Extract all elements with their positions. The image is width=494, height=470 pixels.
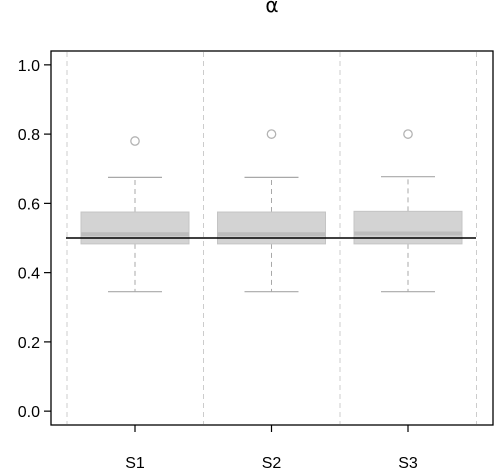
grid-layer (66, 52, 477, 424)
y-tick-label: 0.4 (18, 266, 40, 283)
box-layer (80, 129, 463, 293)
x-tick-label: S1 (125, 455, 145, 470)
x-axis: S1 S2 S3 (125, 425, 418, 470)
x-tick-label: S2 (262, 455, 282, 470)
outlier-point (130, 136, 140, 146)
box-group-s3 (353, 129, 463, 293)
y-tick-label: 0.0 (18, 404, 40, 421)
box-body (80, 211, 190, 245)
y-axis: 0.0 0.2 0.4 0.6 0.8 1.0 (18, 58, 51, 421)
box-group-s2 (217, 129, 326, 293)
box-body (217, 211, 326, 245)
y-tick-label: 0.2 (18, 335, 40, 352)
outlier-point (266, 129, 277, 139)
y-tick-label: 0.8 (18, 127, 40, 144)
x-tick-label: S3 (398, 455, 418, 470)
y-tick-label: 1.0 (18, 58, 40, 75)
box-body (353, 210, 463, 245)
y-tick-label: 0.6 (18, 196, 40, 213)
outlier-point (403, 129, 413, 139)
chart-title: α (265, 0, 278, 17)
box-group-s1 (80, 136, 190, 293)
